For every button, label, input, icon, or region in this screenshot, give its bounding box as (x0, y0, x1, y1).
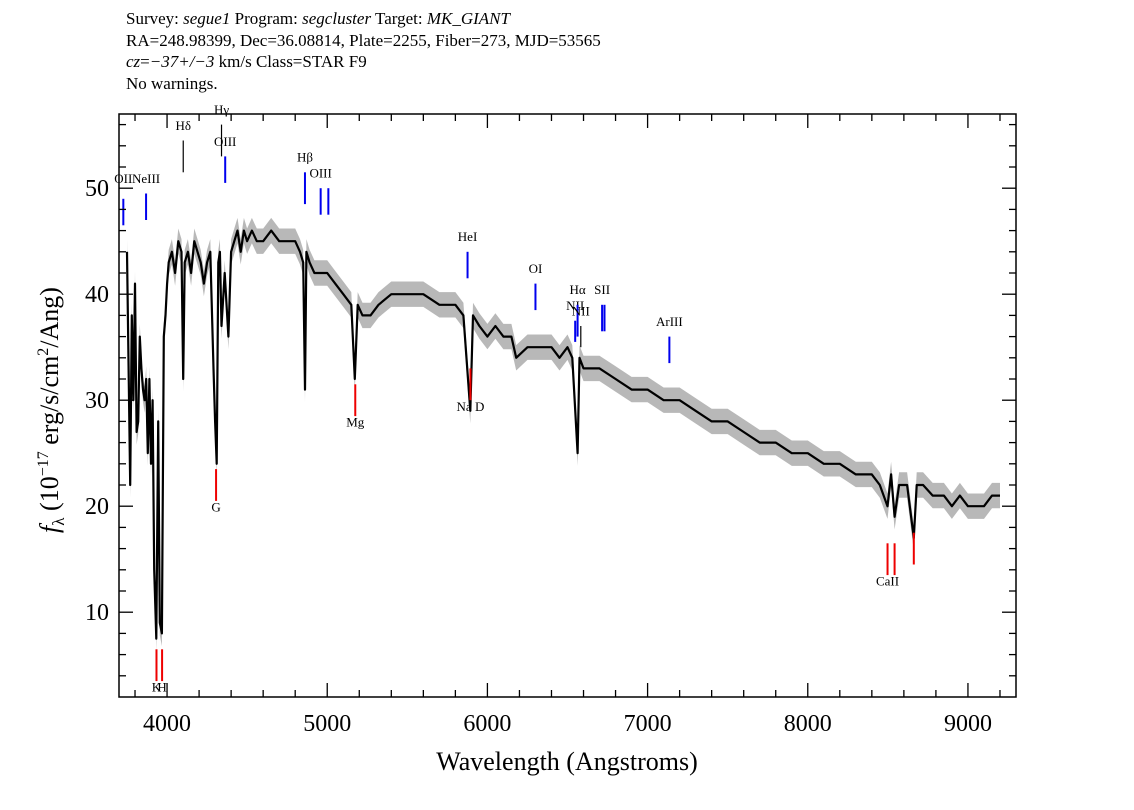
line-label-5: Hβ (297, 150, 313, 165)
x-tick-label: 4000 (143, 711, 191, 737)
survey-label: Survey: (126, 9, 184, 28)
spectrum-header: Survey: segue1 Program: segcluster Targe… (126, 8, 601, 94)
class-text: km/s Class=STAR F9 (214, 52, 367, 71)
x-tick-label: 5000 (303, 711, 351, 737)
x-tick-label: 8000 (784, 711, 832, 737)
line-label-19: Mg (346, 415, 365, 430)
y-tick-label: 40 (85, 282, 109, 308)
cz-equals: = (140, 52, 150, 71)
survey-value: segue1 (183, 9, 231, 28)
flux-layer (125, 229, 1000, 640)
x-tick-label: 7000 (624, 711, 672, 737)
line-label-21: CaII (876, 574, 899, 589)
spectral-lines-layer: OII NeIIIHδHγOIIIHβOIIIHeIOINIIHαNIISIIAr… (114, 102, 915, 695)
line-label-6: OIII (309, 166, 331, 181)
line-label-8: HeI (458, 229, 478, 244)
line-label-20: Na D (457, 399, 485, 414)
cz-label: cz (126, 52, 141, 71)
flux-series-line (125, 229, 1000, 640)
cz-value: −37+/−3 (149, 52, 215, 71)
target-label: Target: (371, 9, 427, 28)
line-label-10: NII (566, 298, 584, 313)
header-line-1: Survey: segue1 Program: segcluster Targe… (126, 8, 601, 30)
line-label-12: NII (572, 303, 590, 318)
x-tick-label: 6000 (463, 711, 511, 737)
y-tick-label: 10 (85, 600, 109, 626)
header-line-4: No warnings. (126, 73, 218, 93)
line-label-15: ArIII (656, 314, 683, 329)
target-value: MK_GIANT (426, 9, 510, 28)
program-label: Program: (230, 9, 303, 28)
line-label-2: Hδ (175, 118, 191, 133)
y-tick-label: 30 (85, 388, 109, 414)
error-band-layer (127, 217, 1000, 652)
x-tick-label: 9000 (944, 711, 992, 737)
plot-frame (118, 113, 1017, 698)
header-line-3: cz=−37+/−3 km/s Class=STAR F9 (126, 51, 601, 73)
y-tick-label: 50 (85, 176, 109, 202)
flux-error-band (127, 217, 1000, 652)
y-tick-label: 20 (85, 494, 109, 520)
program-value: segcluster (302, 9, 372, 28)
header-line-2: RA=248.98399, Dec=36.08814, Plate=2255, … (126, 30, 601, 50)
axis-ticks-layer: 4000 5000 6000 7000 8000 9000 10 20 30 40 50 (85, 114, 1016, 737)
line-label-18: G (211, 500, 220, 515)
line-label-17: H (157, 680, 166, 695)
line-label-1: NeIII (132, 171, 160, 186)
y-axis-title: fλ (10−17 erg/s/cm2/Ang) (35, 287, 68, 533)
line-label-4: OIII (214, 134, 236, 149)
line-label-16: K (152, 680, 162, 695)
x-axis-title: Wavelength (Angstroms) (436, 747, 697, 776)
line-label-11: Hα (569, 282, 585, 297)
line-label-0: OII (114, 171, 132, 186)
line-label-13: SII (594, 282, 610, 297)
line-label-9: OI (529, 261, 543, 276)
